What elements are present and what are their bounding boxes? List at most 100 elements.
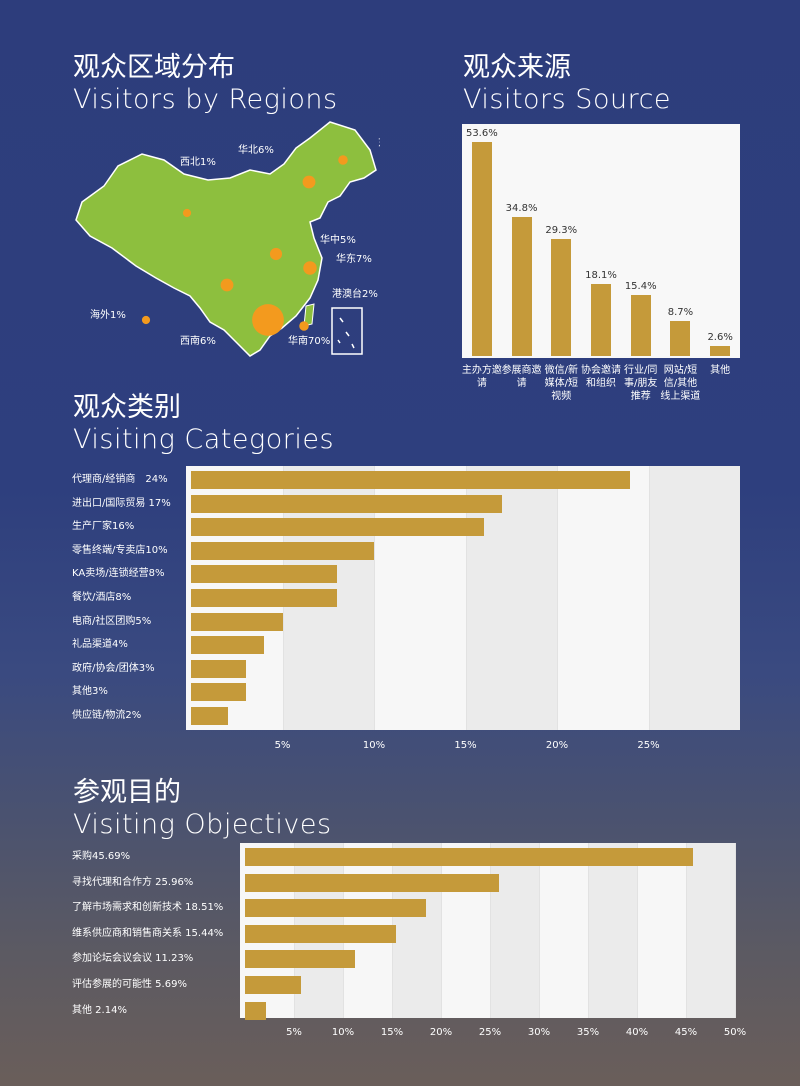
grid-line — [686, 843, 687, 1018]
grid-band — [686, 843, 735, 1018]
bar — [551, 239, 572, 356]
region-label: 华中5% — [320, 233, 356, 246]
grid-line — [588, 843, 589, 1018]
value-label: 8.7% — [667, 307, 694, 319]
value-label: 34.8% — [505, 203, 538, 215]
china-map: 东北2% 西北1% 华北6% 华中5% 华东7% 港澳台2% 海外1% 西南6% 华南70% — [75, 121, 380, 357]
x-tick-label: 40% — [625, 1027, 649, 1038]
bar — [245, 950, 356, 969]
bar — [191, 518, 484, 537]
grid-line — [374, 466, 375, 730]
category-label: 其他 — [710, 365, 731, 376]
grid-line — [648, 466, 650, 730]
land — [75, 121, 377, 357]
bar — [191, 636, 265, 655]
bar — [245, 848, 693, 866]
bar — [670, 321, 691, 356]
grid-band — [588, 843, 637, 1018]
category-label: 零售终端/专卖店10% — [72, 544, 168, 556]
category-label: 礼品渠道4% — [72, 639, 128, 651]
section-title: 观众类别 — [73, 392, 181, 423]
bar — [511, 217, 532, 356]
x-tick-label: 35% — [576, 1027, 600, 1038]
x-tick-label: 25% — [637, 740, 660, 751]
region-bubble — [269, 247, 283, 261]
bar — [191, 612, 283, 631]
section-subtitle: Visitors by Regions — [73, 84, 338, 115]
region-label: 海外1% — [90, 308, 126, 321]
bar — [191, 565, 338, 584]
region-label: 华北6% — [238, 143, 274, 156]
grid-line — [735, 843, 736, 1018]
category-label: 进出口/国际贸易 17% — [72, 497, 171, 509]
category-label: 餐饮/酒店8% — [72, 592, 132, 603]
section-subtitle: Visiting Categories — [73, 424, 335, 455]
taiwan — [303, 303, 315, 327]
category-label: 行业/同事/朋友推荐 — [624, 365, 658, 402]
x-tick-label: 50% — [723, 1027, 747, 1038]
bar — [245, 1001, 266, 1020]
region-label: 华东7% — [336, 252, 372, 265]
x-tick-label: 20% — [429, 1027, 453, 1038]
grid-line — [539, 843, 540, 1018]
grid-band — [490, 843, 539, 1018]
bar — [191, 471, 631, 489]
x-tick-label: 10% — [362, 740, 386, 751]
x-tick-label: 15% — [380, 1027, 404, 1038]
region-bubble — [182, 208, 192, 218]
grid-line — [465, 466, 467, 730]
region-label: 华南70% — [288, 334, 330, 347]
region-bubble — [299, 321, 309, 331]
grid-band — [648, 466, 740, 730]
category-label: 政府/协会/团体3% — [72, 662, 155, 674]
bar — [245, 924, 397, 943]
bar — [245, 976, 301, 994]
bar — [245, 873, 500, 892]
category-label: 评估参展的可能性 5.69% — [72, 979, 187, 990]
category-label: 协会邀请和组织 — [581, 365, 621, 389]
bar — [245, 899, 427, 918]
bar — [471, 142, 492, 356]
section-title: 参观目的 — [73, 777, 181, 808]
section-title: 观众来源 — [463, 52, 571, 83]
south-sea-inset — [331, 307, 363, 355]
section-subtitle: Visitors Source — [463, 84, 672, 115]
x-tick-label: 25% — [478, 1027, 502, 1038]
south-sea-islands — [337, 317, 355, 349]
value-label: 18.1% — [585, 269, 617, 281]
category-label: 电商/社区团购5% — [72, 615, 152, 627]
category-label: KA卖场/连锁经营8% — [72, 568, 165, 580]
x-tick-label: 45% — [674, 1027, 698, 1038]
x-tick-label: 30% — [527, 1027, 551, 1038]
region-label: 东北2% — [378, 136, 380, 149]
x-tick-label: 5% — [286, 1027, 302, 1038]
x-tick-label: 5% — [274, 740, 291, 751]
region-bubble — [141, 315, 151, 325]
grid-line — [637, 843, 638, 1018]
region-bubble — [252, 304, 284, 336]
category-label: 参展商邀请 — [501, 365, 542, 389]
section-subtitle: Visiting Objectives — [73, 809, 332, 840]
grid-line — [441, 843, 442, 1018]
region-label: 西南6% — [180, 334, 216, 347]
bar — [710, 345, 731, 356]
x-tick-label: 15% — [454, 740, 477, 751]
category-label: 参加论坛会议会议 11.23% — [72, 953, 194, 965]
category-label: 供应链/物流2% — [72, 710, 142, 721]
value-label: 2.6% — [707, 331, 733, 343]
category-label: 了解市场需求和创新技术 18.51% — [72, 902, 224, 914]
grid-band — [392, 843, 441, 1018]
region-label: 西北1% — [180, 156, 216, 168]
category-label: 网站/短信/其他线上渠道 — [660, 365, 701, 402]
x-tick-label: 10% — [331, 1027, 355, 1038]
region-bubble — [220, 278, 234, 292]
bar — [191, 707, 228, 725]
category-label: 其他3% — [72, 686, 108, 698]
value-label: 29.3% — [545, 225, 578, 237]
bar — [630, 294, 651, 356]
x-tick-label: 20% — [545, 740, 569, 751]
bar — [191, 589, 338, 607]
category-label: 微信/新媒体/短视频 — [544, 365, 578, 402]
region-bubble — [302, 175, 316, 189]
